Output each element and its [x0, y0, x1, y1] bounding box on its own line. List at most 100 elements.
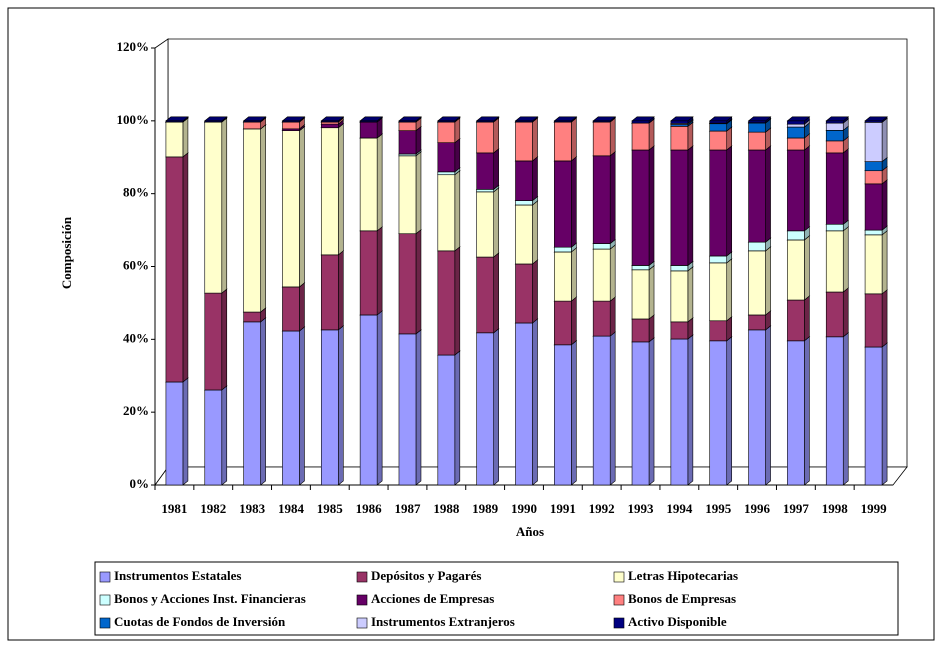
bar-segment — [437, 171, 456, 176]
x-tick-label: 1984 — [278, 501, 305, 516]
bar-side — [337, 325, 344, 486]
bar-side — [842, 226, 849, 293]
bar-segment — [825, 336, 844, 486]
bar-top — [320, 116, 345, 122]
bar-segment — [787, 123, 805, 128]
bar-top — [825, 116, 850, 122]
legend-label: Acciones de Empresas — [371, 591, 494, 606]
bar-side — [687, 266, 694, 323]
bar-top — [747, 116, 772, 122]
bar-side — [221, 117, 228, 294]
bar-segment — [476, 152, 494, 190]
bar-segment — [398, 333, 417, 486]
bar-side — [415, 329, 422, 486]
legend-label: Depósitos y Pagarés — [371, 568, 482, 583]
bar-side — [260, 317, 266, 486]
bar-segment — [825, 122, 844, 131]
bar-segment — [864, 170, 883, 185]
bar-segment — [204, 389, 223, 486]
bar-side — [532, 200, 538, 265]
bar-side — [182, 152, 189, 383]
bar-segment — [282, 121, 300, 130]
bar-segment — [709, 340, 728, 486]
bar-segment — [748, 131, 766, 151]
bar-segment — [787, 126, 805, 139]
y-tick-label: 20% — [123, 403, 149, 418]
x-tick-label: 1981 — [161, 501, 187, 516]
legend-swatch — [613, 594, 625, 606]
bar-side — [454, 138, 461, 173]
bar-side — [493, 117, 499, 154]
bar-side — [687, 334, 694, 486]
x-tick-label: 1983 — [239, 501, 266, 516]
bar-segment — [709, 262, 728, 322]
bar-side — [532, 318, 538, 486]
bar-segment — [631, 120, 650, 124]
bar-side — [609, 151, 616, 245]
bar-side — [299, 126, 305, 288]
bar-segment — [359, 314, 378, 486]
bar-side — [415, 229, 422, 335]
bar-segment — [359, 137, 378, 232]
bar-segment — [437, 121, 456, 143]
bar-segment — [864, 183, 883, 231]
bar-side — [260, 124, 266, 313]
bar-segment — [282, 130, 300, 288]
bar-segment — [554, 160, 572, 248]
bar-side — [726, 336, 733, 486]
bar-top — [165, 116, 189, 122]
bar-segment — [670, 265, 689, 272]
bar-segment — [748, 241, 766, 252]
bar-segment — [631, 149, 650, 266]
bar-segment — [476, 121, 494, 154]
bar-side — [571, 340, 577, 486]
bar-segment — [554, 121, 572, 162]
legend-label: Instrumentos Extranjeros — [371, 614, 515, 629]
legend-swatch — [99, 617, 111, 629]
legend-swatch — [613, 571, 625, 583]
bar-side — [299, 326, 305, 486]
legend-swatch — [356, 571, 368, 583]
bar-segment — [359, 121, 378, 139]
bar-segment — [709, 255, 728, 264]
x-tick-label: 1997 — [783, 501, 810, 516]
bar-side — [532, 259, 538, 324]
x-tick-label: 1991 — [550, 501, 576, 516]
bar-side — [804, 295, 810, 342]
bar-segment — [787, 299, 805, 342]
bar-top — [670, 116, 694, 122]
bar-side — [648, 337, 655, 486]
x-tick-label: 1996 — [744, 501, 771, 516]
bar-segment — [631, 318, 650, 343]
bar-side — [415, 151, 422, 235]
bar-segment — [670, 270, 689, 323]
bar-side — [532, 117, 538, 162]
bar-segment — [670, 120, 689, 124]
x-tick-label: 1994 — [666, 501, 693, 516]
legend-label: Cuotas de Fondos de Inversión — [114, 614, 286, 629]
legend-label: Bonos y Acciones Inst. Financieras — [114, 591, 306, 606]
y-tick-label: 120% — [117, 39, 150, 54]
x-tick-label: 1985 — [317, 501, 344, 516]
x-tick-label: 1988 — [433, 501, 460, 516]
bar-side — [571, 156, 577, 248]
bar-side — [493, 252, 499, 334]
bar-segment — [515, 263, 533, 324]
bar-segment — [592, 300, 611, 337]
bar-segment — [592, 248, 611, 302]
bar-segment — [243, 128, 261, 313]
bar-side — [881, 289, 888, 348]
bar-segment — [592, 121, 611, 157]
bar-segment — [437, 354, 456, 486]
bar-side — [493, 187, 499, 258]
bar-side — [687, 121, 694, 151]
bar-side — [571, 117, 577, 162]
bar-side — [532, 156, 538, 202]
bar-side — [571, 247, 577, 302]
bar-segment — [825, 223, 844, 232]
bar-segment — [437, 250, 456, 356]
bar-top — [786, 116, 811, 122]
bar-side — [881, 230, 888, 295]
legend-swatch — [356, 617, 368, 629]
